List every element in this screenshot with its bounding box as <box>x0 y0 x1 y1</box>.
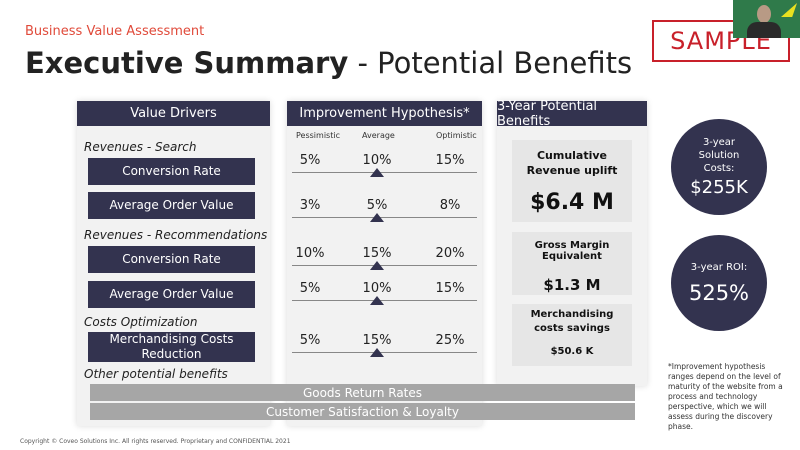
category-recommendations: Revenues - Recommendations <box>84 228 268 242</box>
person-head <box>757 5 771 23</box>
hypothesis-value: 15% <box>362 246 392 261</box>
solution-costs-value: $255K <box>690 177 748 198</box>
merch-savings-label: Merchandising costs savings <box>530 309 614 334</box>
bar-goods-return: Goods Return Rates <box>90 384 635 401</box>
solution-costs-label: 3-year Solution Costs: <box>698 137 740 174</box>
hypothesis-value: 10% <box>362 281 392 296</box>
slider-track <box>292 352 477 353</box>
logo-icon <box>781 3 797 17</box>
gross-margin-label: Gross Margin Equivalent <box>534 240 610 262</box>
driver-merchandising-costs: Merchandising Costs Reduction <box>88 332 255 362</box>
merch-savings-box: Merchandising costs savings $50.6 K <box>512 304 632 366</box>
triangle-marker-icon <box>370 348 384 357</box>
copyright: Copyright © Coveo Solutions Inc. All rig… <box>20 438 291 445</box>
benefits-header: 3-Year Potential Benefits <box>497 99 647 129</box>
hypothesis-value: 15% <box>362 333 392 348</box>
gross-margin-value: $1.3 M <box>543 276 601 294</box>
hypothesis-value: 5% <box>299 281 321 296</box>
value-drivers-header: Value Drivers <box>77 101 270 126</box>
driver-conversion-rate: Conversion Rate <box>88 246 255 273</box>
col-pessimistic: Pessimistic <box>296 131 340 140</box>
solution-costs-circle: 3-year Solution Costs: $255K <box>671 119 767 215</box>
hypothesis-value: 5% <box>366 198 388 213</box>
merch-savings-value: $50.6 K <box>550 346 594 357</box>
hypothesis-value: 5% <box>299 153 321 168</box>
subtitle: Business Value Assessment <box>25 24 205 39</box>
roi-circle: 3-year ROI: 525% <box>671 235 767 331</box>
hypothesis-value: 10% <box>362 153 392 168</box>
title-bold: Executive Summary <box>25 46 349 80</box>
driver-average-order-value: Average Order Value <box>88 192 255 219</box>
slider-track <box>292 265 477 266</box>
hypothesis-value: 3% <box>299 198 321 213</box>
hypothesis-value: 15% <box>435 281 465 296</box>
revenue-uplift-label: Cumulative Revenue uplift <box>526 149 618 177</box>
hypothesis-value: 20% <box>435 246 465 261</box>
title-rest: - Potential Benefits <box>348 46 633 80</box>
driver-conversion-rate: Conversion Rate <box>88 158 255 185</box>
roi-label: 3-year ROI: <box>690 261 748 273</box>
slider-track <box>292 300 477 301</box>
category-costs: Costs Optimization <box>84 315 198 329</box>
category-other: Other potential benefits <box>84 367 228 381</box>
hypothesis-value: 8% <box>439 198 461 213</box>
bar-customer-satisfaction: Customer Satisfaction & Loyalty <box>90 403 635 420</box>
hypothesis-header: Improvement Hypothesis* <box>287 101 482 126</box>
gross-margin-box: Gross Margin Equivalent $1.3 M <box>512 232 632 295</box>
category-search: Revenues - Search <box>84 140 197 154</box>
hypothesis-panel <box>287 101 482 426</box>
hypothesis-value: 5% <box>299 333 321 348</box>
col-average: Average <box>362 131 395 140</box>
webcam-overlay <box>733 0 800 38</box>
hypothesis-value: 25% <box>435 333 465 348</box>
triangle-marker-icon <box>370 168 384 177</box>
roi-value: 525% <box>688 280 750 305</box>
footnote: *Improvement hypothesis ranges depend on… <box>668 362 783 431</box>
hypothesis-value: 15% <box>435 153 465 168</box>
slider-track <box>292 172 477 173</box>
col-optimistic: Optimistic <box>436 131 477 140</box>
slider-track <box>292 217 477 218</box>
triangle-marker-icon <box>370 296 384 305</box>
revenue-uplift-box: Cumulative Revenue uplift $6.4 M <box>512 140 632 222</box>
triangle-marker-icon <box>370 213 384 222</box>
hypothesis-value: 10% <box>295 246 325 261</box>
triangle-marker-icon <box>370 261 384 270</box>
page-title: Executive Summary - Potential Benefits <box>25 46 632 80</box>
revenue-uplift-value: $6.4 M <box>530 190 614 215</box>
person-body <box>747 22 781 38</box>
driver-average-order-value: Average Order Value <box>88 281 255 308</box>
